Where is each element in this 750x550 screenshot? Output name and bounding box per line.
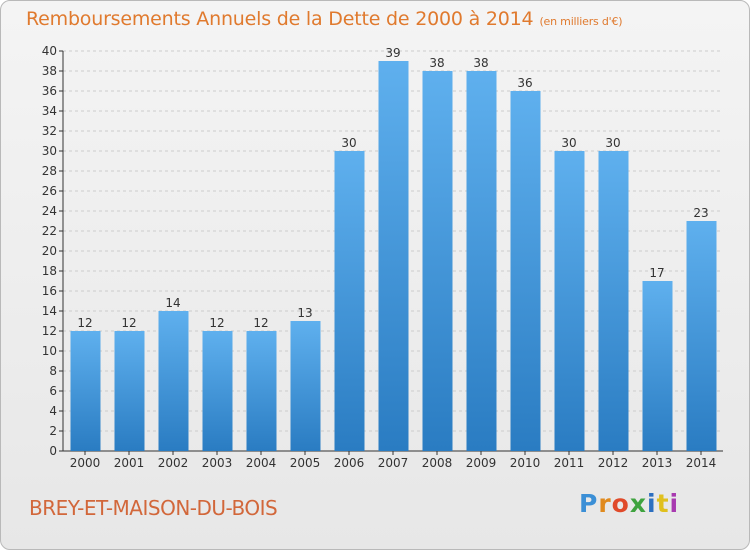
data-label: 30 <box>605 136 620 150</box>
bar <box>642 281 673 451</box>
bar <box>334 151 365 451</box>
bar <box>686 221 717 451</box>
y-tick-label: 10 <box>42 344 57 358</box>
data-label: 38 <box>429 56 444 70</box>
bar <box>70 331 101 451</box>
logo-letter: t <box>656 489 670 518</box>
y-tick-label: 4 <box>49 404 57 418</box>
bar <box>202 331 233 451</box>
bar <box>422 71 453 451</box>
logo-letter: x <box>629 489 647 518</box>
x-tick-label: 2002 <box>158 456 189 470</box>
x-tick-label: 2014 <box>686 456 717 470</box>
data-label: 12 <box>77 316 92 330</box>
chart-title: Remboursements Annuels de la Dette de 20… <box>26 8 623 30</box>
x-tick-label: 2003 <box>202 456 233 470</box>
data-label: 12 <box>121 316 136 330</box>
data-label: 14 <box>165 296 180 310</box>
y-tick-label: 2 <box>49 424 57 438</box>
data-label: 30 <box>341 136 356 150</box>
proxiti-logo: Proxiti <box>579 489 679 518</box>
x-tick-label: 2000 <box>70 456 101 470</box>
x-tick-label: 2006 <box>334 456 365 470</box>
y-tick-label: 16 <box>42 284 57 298</box>
y-tick-label: 0 <box>49 444 57 458</box>
data-label: 30 <box>561 136 576 150</box>
y-tick-label: 38 <box>42 64 57 78</box>
y-tick-label: 22 <box>42 224 57 238</box>
y-tick-label: 30 <box>42 144 57 158</box>
data-label: 36 <box>517 76 532 90</box>
y-tick-label: 18 <box>42 264 57 278</box>
bar <box>246 331 277 451</box>
y-tick-label: 24 <box>42 204 57 218</box>
bar <box>510 91 541 451</box>
y-tick-label: 34 <box>42 104 57 118</box>
data-label: 13 <box>297 306 312 320</box>
x-tick-label: 2009 <box>466 456 497 470</box>
y-tick-label: 26 <box>42 184 57 198</box>
bar <box>598 151 629 451</box>
logo-letter: o <box>611 489 630 518</box>
y-tick-label: 6 <box>49 384 57 398</box>
bar <box>466 71 497 451</box>
chart-title-text: Remboursements Annuels de la Dette de 20… <box>26 8 534 30</box>
x-tick-label: 2013 <box>642 456 673 470</box>
y-tick-label: 14 <box>42 304 57 318</box>
x-tick-label: 2007 <box>378 456 409 470</box>
y-tick-label: 40 <box>42 44 57 58</box>
x-tick-label: 2005 <box>290 456 321 470</box>
y-tick-label: 20 <box>42 244 57 258</box>
data-label: 17 <box>649 266 664 280</box>
x-tick-label: 2008 <box>422 456 453 470</box>
place-name: BREY-ET-MAISON-DU-BOIS <box>29 496 278 520</box>
bar <box>114 331 145 451</box>
y-tick-label: 28 <box>42 164 57 178</box>
logo-letter: P <box>579 489 599 518</box>
y-tick-label: 12 <box>42 324 57 338</box>
logo-letter: i <box>647 489 657 518</box>
x-tick-label: 2011 <box>554 456 585 470</box>
x-tick-label: 2001 <box>114 456 145 470</box>
data-label: 39 <box>385 46 400 60</box>
x-tick-label: 2012 <box>598 456 629 470</box>
logo-letter: i <box>669 489 680 518</box>
bar <box>554 151 585 451</box>
data-label: 12 <box>253 316 268 330</box>
data-label: 12 <box>209 316 224 330</box>
x-tick-label: 2004 <box>246 456 277 470</box>
unit-note: (en milliers d'€) <box>539 15 623 28</box>
bar <box>290 321 321 451</box>
data-label: 38 <box>473 56 488 70</box>
bar <box>158 311 189 451</box>
bar <box>378 61 409 451</box>
y-tick-label: 36 <box>42 84 57 98</box>
logo-letter: r <box>598 489 612 518</box>
data-label: 23 <box>693 206 708 220</box>
y-tick-label: 32 <box>42 124 57 138</box>
x-tick-label: 2010 <box>510 456 541 470</box>
y-tick-label: 8 <box>49 364 57 378</box>
